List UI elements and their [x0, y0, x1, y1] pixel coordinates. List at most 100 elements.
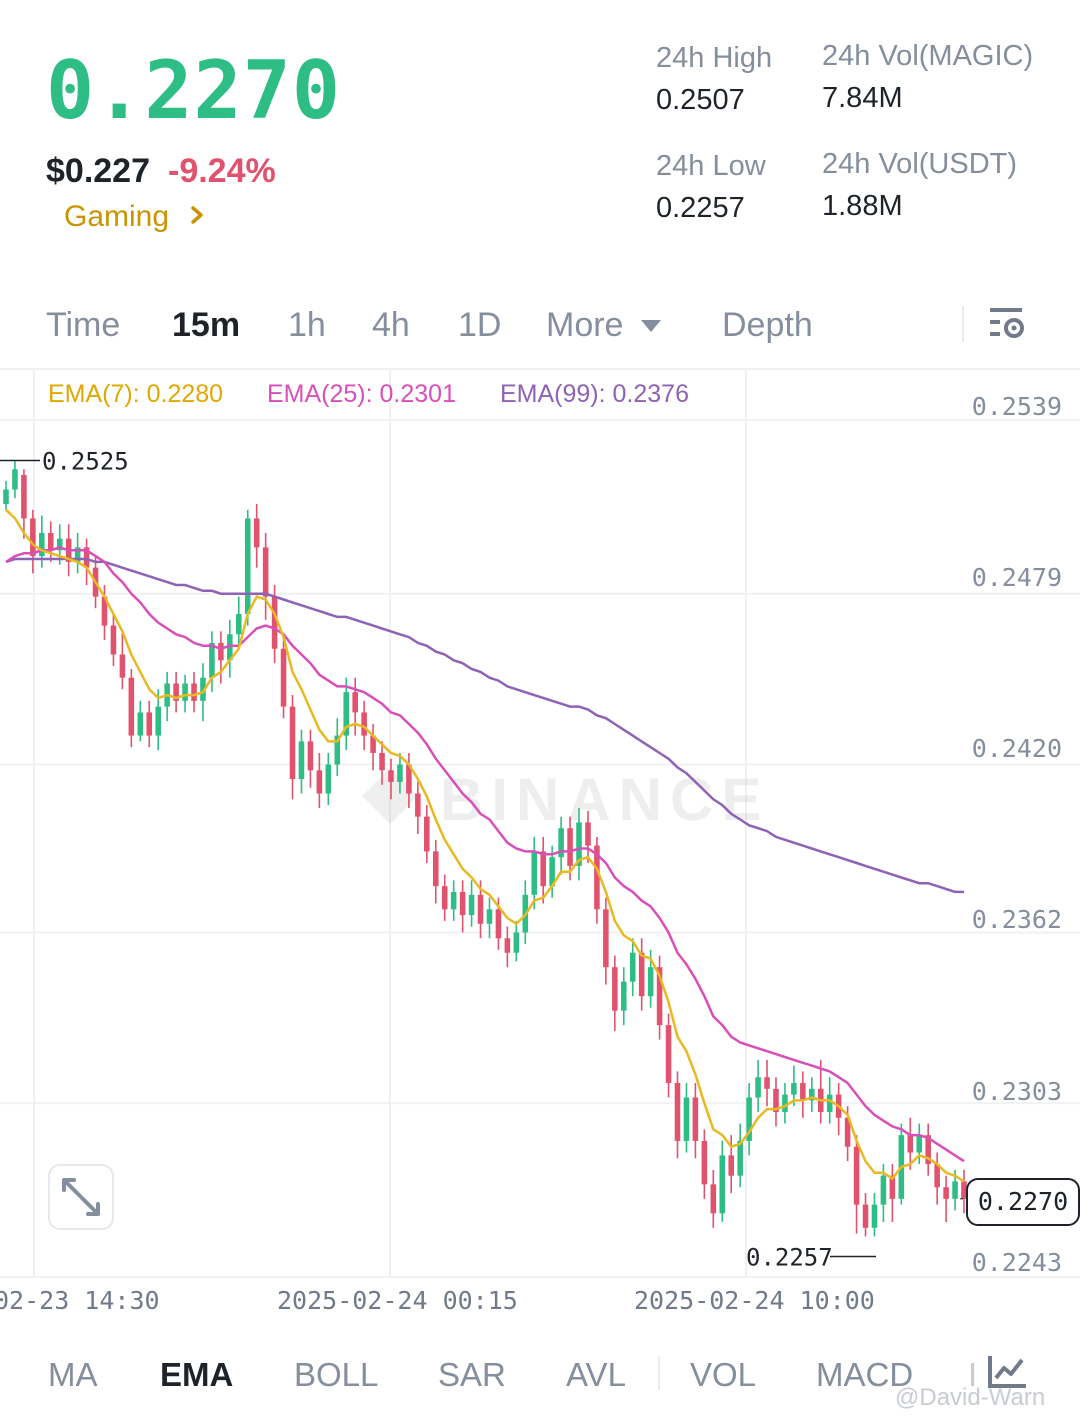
fullscreen-button[interactable] — [48, 1164, 114, 1230]
candle-up — [397, 764, 403, 782]
ema99-legend: EMA(99): 0.2376 — [500, 380, 689, 408]
high-value: 0.2507 — [656, 84, 745, 116]
candle-up — [244, 518, 251, 614]
candle-up — [137, 712, 144, 736]
time-tick: 2025-02-24 10:00 — [634, 1286, 875, 1315]
candle-up — [39, 532, 45, 557]
time-tick: 02-23 14:30 — [0, 1286, 160, 1315]
candle-down — [961, 1181, 967, 1199]
price-tick: 0.2479 — [971, 563, 1062, 592]
candle-up — [871, 1204, 878, 1228]
candle-down — [30, 518, 36, 557]
candle-up — [826, 1094, 833, 1112]
caret-down-icon[interactable] — [640, 318, 662, 339]
indicator-settings-icon[interactable] — [986, 1352, 1030, 1397]
ema7-line — [5, 508, 965, 1183]
candle-up — [209, 642, 215, 678]
candle-down — [459, 891, 466, 916]
candle-down — [280, 648, 287, 707]
price-change-pct: -9.24% — [168, 152, 276, 190]
candle-down — [173, 683, 179, 701]
candle-down — [612, 967, 618, 1011]
candle-down — [406, 764, 412, 794]
candle-down — [540, 851, 546, 887]
binance-watermark-icon: BINANCE — [362, 766, 761, 833]
tab-15m[interactable]: 15m — [172, 306, 241, 344]
candle-down — [728, 1155, 734, 1176]
usd-price: $0.227 — [46, 152, 150, 190]
candle-down — [307, 741, 314, 771]
vol-base-label: 24h Vol(MAGIC) — [822, 40, 1034, 72]
candle-up — [549, 857, 555, 887]
time-tick: 2025-02-24 00:15 — [277, 1286, 518, 1315]
candle-down — [316, 770, 323, 794]
current-price-tag: 0.2270 — [966, 1178, 1080, 1226]
candle-up — [647, 967, 654, 997]
low-value: 0.2257 — [656, 192, 745, 224]
candlestick-chart[interactable]: BINANCE 0.2525 0.2257 — [0, 368, 1080, 1320]
candle-up — [182, 683, 188, 701]
candle-up — [558, 828, 564, 858]
candle-down — [119, 654, 126, 678]
indicator-more[interactable]: I — [968, 1356, 978, 1393]
vol-base-value: 7.84M — [822, 82, 903, 114]
candle-down — [477, 894, 484, 924]
candle-down — [504, 938, 511, 953]
tab-4h[interactable]: 4h — [372, 306, 410, 344]
ema25-legend: EMA(25): 0.2301 — [267, 380, 456, 408]
horizontal-gridlines — [0, 419, 1080, 1278]
chart-settings-icon[interactable] — [988, 304, 1028, 349]
candle-down — [701, 1140, 708, 1185]
tab-depth[interactable]: Depth — [722, 306, 813, 344]
candle-up — [719, 1155, 726, 1214]
indicator-avl[interactable]: AVL — [566, 1356, 626, 1393]
candle-up — [450, 891, 457, 910]
tab-time[interactable]: Time — [46, 306, 121, 344]
ema99-line — [5, 557, 964, 894]
indicator-sar[interactable]: SAR — [438, 1356, 506, 1393]
candle-down — [862, 1204, 869, 1228]
indicator-macd[interactable]: MACD — [816, 1356, 914, 1393]
candle-up — [755, 1077, 761, 1098]
candle-up — [486, 909, 493, 924]
candle-down — [692, 1097, 699, 1141]
candle-down — [603, 909, 609, 968]
indicator-vol[interactable]: VOL — [690, 1356, 757, 1393]
candle-down — [370, 735, 376, 753]
candle-down — [424, 816, 430, 852]
candle-up — [531, 851, 538, 895]
candle-down — [289, 706, 296, 780]
candle-down — [83, 547, 90, 568]
candle-down — [800, 1083, 806, 1101]
indicator-boll[interactable]: BOLL — [294, 1356, 379, 1393]
candle-up — [880, 1175, 887, 1205]
candle-down — [101, 596, 108, 626]
last-price: 0.2270 — [46, 44, 341, 137]
candle-down — [218, 642, 224, 661]
tab-1d[interactable]: 1D — [458, 306, 502, 344]
candle-down — [674, 1083, 681, 1141]
candle-down — [934, 1164, 940, 1188]
price-tick: 0.2420 — [971, 734, 1062, 763]
candle-up — [200, 677, 206, 701]
candle-down — [21, 475, 27, 519]
indicator-ema[interactable]: EMA — [160, 1356, 234, 1393]
candle-up — [155, 706, 161, 736]
min-price-label: 0.2257 — [746, 1243, 833, 1271]
candle-down — [773, 1088, 779, 1112]
candle-down — [710, 1184, 717, 1214]
candle-up — [468, 894, 475, 916]
category-link[interactable]: Gaming — [64, 200, 170, 233]
candle-up — [513, 932, 520, 953]
tab-1h[interactable]: 1h — [288, 306, 326, 344]
chevron-right-icon[interactable] — [188, 200, 210, 238]
tab-more[interactable]: More — [546, 306, 624, 344]
indicator-ma[interactable]: MA — [48, 1356, 98, 1393]
candle-up — [916, 1135, 923, 1153]
candle-down — [585, 822, 591, 846]
candle-down — [352, 692, 358, 713]
candle-down — [441, 886, 448, 910]
candle-up — [227, 634, 233, 661]
candle-up — [576, 822, 582, 866]
candle-up — [809, 1088, 815, 1101]
